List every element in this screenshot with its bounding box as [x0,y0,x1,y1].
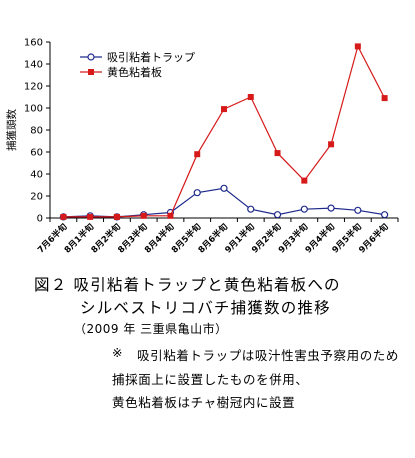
series-2 [60,43,388,220]
note-line-2: 捕採面上に設置したものを併用、 [112,372,309,387]
figure-caption-title: 図２ 吸引粘着トラップと黄色粘着板への [34,276,341,294]
y-tick-label: 120 [24,82,43,93]
y-tick-label: 40 [30,170,43,181]
line-chart: 0204060801001201401607月6半旬8月1半旬8月2半旬8月3半… [5,38,399,256]
data-point [113,213,120,220]
legend-marker [87,53,95,61]
chart-series [59,43,389,221]
series-line [63,187,385,218]
x-tick-label: 9月6半旬 [357,221,392,256]
y-tick-label: 0 [37,214,43,225]
note-mark: ※ [112,345,123,360]
data-point [381,211,389,219]
y-tick-label: 20 [30,192,43,203]
data-point [221,106,227,113]
note-line-1: 吸引粘着トラップは吸汁性害虫予察用のため [137,348,400,363]
data-point [273,211,282,219]
y-tick-label: 160 [24,38,43,49]
y-axis-label: 捕獲頭数 [5,109,18,151]
legend-item: 吸引粘着トラップ [80,50,195,64]
data-point [167,212,174,219]
data-point [193,189,201,197]
data-point [300,205,308,213]
data-point [354,206,362,214]
data-point [354,43,361,50]
legend-item: 黄色粘着板 [80,65,162,79]
y-tick-label: 140 [24,60,43,71]
figure-caption-location: （2009 年 三重県亀山市） [74,322,228,336]
data-point [140,212,147,219]
data-point [328,141,335,148]
data-point [247,205,255,213]
data-point [381,95,388,102]
data-point [274,150,281,157]
data-point [60,213,67,220]
data-point [327,204,335,212]
note-line-3: 黄色粘着板はチャ樹冠内に設置 [112,395,296,410]
series-1 [59,184,389,221]
data-point [247,94,254,100]
data-point [87,213,94,220]
legend-marker [88,69,94,75]
y-tick-label: 100 [24,104,43,115]
y-tick-label: 80 [30,126,43,137]
data-point [301,177,308,184]
figure-caption-subtitle: シルベストリコバチ捕獲数の推移 [80,299,331,317]
data-point [220,184,228,192]
legend-label: 吸引粘着トラップ [107,50,195,64]
legend-label: 黄色粘着板 [107,65,162,79]
data-point [194,151,201,158]
y-tick-label: 60 [30,148,43,159]
